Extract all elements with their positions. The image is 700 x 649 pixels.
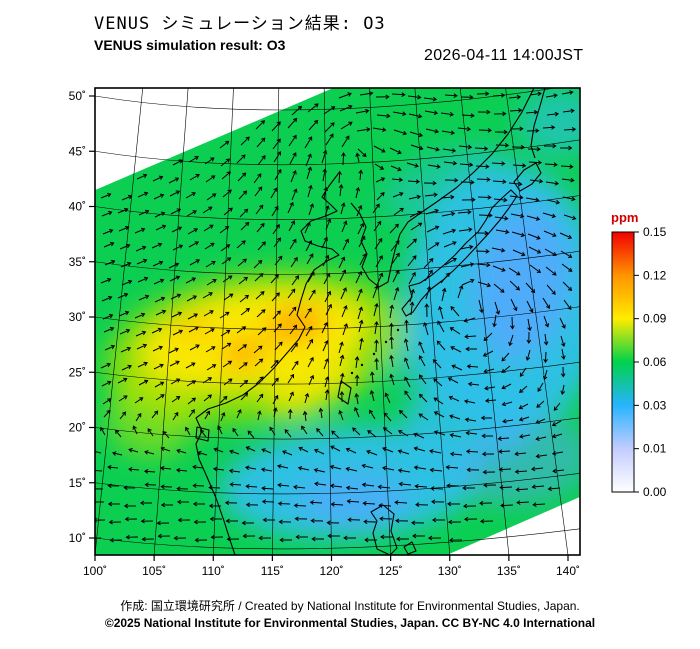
ozone-region	[177, 318, 211, 338]
ozone-region	[380, 144, 510, 220]
coastline-sakhalin	[530, 88, 546, 159]
timestamp: 2026-04-11 14:00JST	[424, 47, 584, 64]
x-axis-tick-label: 140˚	[556, 564, 580, 578]
coastline-islet	[403, 541, 417, 555]
page-title-english: VENUS simulation result: O3	[94, 37, 286, 53]
y-axis-tick-label: 35˚	[69, 255, 86, 269]
coastline-luzon	[370, 504, 398, 555]
ozone-field-regions	[104, 88, 580, 539]
colorbar-ticks: 0.15 0.12 0.09 0.06 0.03 0.01 0.00	[634, 225, 667, 499]
colorbar-tick-label: 0.03	[643, 398, 667, 412]
ozone-region	[294, 474, 410, 526]
x-axis-tick-label: 125˚	[379, 564, 403, 578]
x-axis-tick-label: 120˚	[319, 564, 343, 578]
y-axis-tick-label: 40˚	[69, 200, 86, 214]
y-axis-tick-label: 25˚	[69, 365, 86, 379]
meridian-line	[369, 88, 391, 555]
x-axis-tick-label: 135˚	[497, 564, 521, 578]
page-title-japanese: VENUS シミュレーション結果: O3	[94, 14, 386, 34]
x-axis-tick-label: 105˚	[142, 564, 166, 578]
ozone-region	[106, 374, 198, 458]
meridian-line	[212, 88, 234, 555]
parallel-line	[95, 306, 580, 330]
parallel-line	[95, 250, 580, 275]
meridian-line	[459, 88, 510, 555]
meridian-line	[414, 88, 451, 555]
y-axis-tick-label: 50˚	[69, 89, 86, 103]
coastline-china-vietnam	[195, 173, 340, 555]
ozone-region	[518, 88, 580, 156]
y-axis-tick-label: 15˚	[69, 476, 86, 490]
y-axis-tick-label: 10˚	[69, 531, 86, 545]
parallel-line	[95, 195, 580, 220]
meridian-line	[95, 88, 144, 555]
colorbar-tick-label: 0.01	[643, 442, 667, 456]
parallel-line	[95, 417, 580, 440]
parallel-line	[95, 528, 580, 550]
plot-frame	[94, 87, 581, 556]
axis-ticks	[89, 95, 569, 561]
axis-labels: 50˚ 45˚ 40˚ 35˚ 30˚ 25˚ 20˚ 15˚ 10˚ 100˚ 105˚ 110˚ 1…	[69, 89, 580, 578]
ozone-region	[473, 204, 571, 360]
meridian-line	[323, 88, 332, 555]
parallel-line	[95, 361, 580, 385]
ozone-region	[221, 339, 267, 367]
ozone-field	[95, 88, 580, 555]
colorbar-gradient	[611, 231, 635, 493]
colorbar-tick-label: 0.09	[643, 312, 667, 326]
colorbar-tick-label: 0.12	[643, 268, 667, 282]
x-axis-tick-label: 110˚	[202, 564, 225, 578]
meridian-line	[153, 88, 189, 555]
parallel-line	[95, 473, 580, 495]
colorbar-unit-label: ppm	[611, 210, 638, 225]
wind-vector-arrows	[95, 90, 577, 543]
coastline-hainan	[195, 426, 210, 442]
footer: 作成: 国立環境研究所 / Created by National Instit…	[0, 598, 700, 633]
colorbar: ppm 0.15 0.12 0.09 0.06 0.03 0.01 0.00	[611, 210, 667, 499]
meridian-line	[272, 88, 280, 555]
y-axis-tick-label: 45˚	[69, 144, 86, 158]
ryukyu-islands	[350, 328, 400, 375]
x-axis-tick-label: 115˚	[261, 564, 284, 578]
coastline-japan	[401, 189, 518, 317]
colorbar-tick-label: 0.00	[643, 485, 667, 499]
coastline-hokkaido	[513, 162, 542, 192]
ozone-region	[268, 356, 356, 418]
copyright-line: ©2025 National Institute for Environment…	[104, 616, 596, 631]
credit-line: 作成: 国立環境研究所 / Created by National Instit…	[120, 599, 580, 613]
y-axis-tick-label: 30˚	[69, 310, 86, 324]
y-axis-tick-label: 20˚	[69, 421, 86, 435]
wind-arrows-path	[95, 90, 577, 543]
coastline-taiwan	[337, 380, 352, 405]
x-axis-tick-label: 100˚	[83, 564, 107, 578]
colorbar-tick-label: 0.06	[643, 355, 667, 369]
parallel-line	[95, 139, 580, 166]
ozone-region	[382, 316, 478, 388]
ozone-region	[266, 307, 326, 341]
meridian-line	[505, 88, 569, 555]
colorbar-tick-label: 0.15	[643, 225, 667, 239]
x-axis-tick-label: 130˚	[438, 564, 462, 578]
